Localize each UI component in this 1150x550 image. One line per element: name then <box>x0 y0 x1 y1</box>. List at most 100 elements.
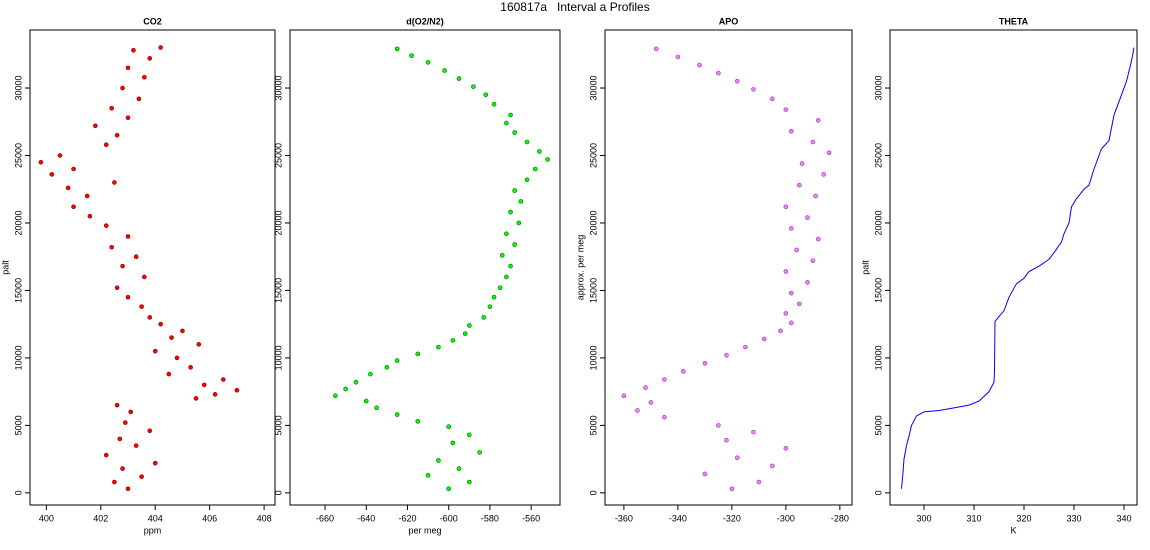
y-axis-label: palt <box>860 260 870 275</box>
x-tick-label: -640 <box>357 513 375 523</box>
point <box>117 436 123 442</box>
point <box>220 377 226 382</box>
panel-title: APO <box>719 16 739 26</box>
point <box>415 419 421 424</box>
point <box>643 385 648 390</box>
point <box>114 285 120 291</box>
point <box>212 392 218 397</box>
x-axis-label: K <box>1010 525 1016 535</box>
point <box>810 139 816 145</box>
point <box>783 311 789 316</box>
point <box>394 358 400 363</box>
y-tick-label: 10000 <box>588 345 598 370</box>
point <box>446 486 452 492</box>
x-tick-label: 310 <box>966 513 981 523</box>
point <box>103 223 109 228</box>
y-tick-label: 10000 <box>273 345 283 370</box>
point <box>499 253 505 258</box>
point <box>743 344 748 350</box>
x-tick-label: 408 <box>257 513 272 523</box>
point <box>508 209 513 215</box>
point <box>450 338 456 343</box>
point <box>724 352 729 358</box>
point <box>456 76 462 81</box>
point <box>770 463 775 469</box>
point <box>788 290 794 296</box>
point <box>794 247 799 253</box>
x-tick-label: 404 <box>148 513 163 523</box>
panel-title: d(O2/N2) <box>406 16 444 26</box>
x-tick-label: -620 <box>398 513 416 523</box>
point <box>394 412 400 417</box>
point <box>751 429 756 435</box>
point <box>125 486 131 492</box>
point <box>169 335 174 340</box>
point <box>57 153 63 158</box>
y-tick-label: 30000 <box>13 76 23 101</box>
point <box>147 56 153 61</box>
plot-frame <box>889 29 1138 506</box>
y-tick-label: 25000 <box>273 143 283 168</box>
point <box>537 149 542 154</box>
plot-frame <box>604 29 853 506</box>
panel-title: CO2 <box>143 16 162 26</box>
point <box>471 84 476 89</box>
point <box>481 315 487 320</box>
point <box>487 304 493 309</box>
point <box>783 204 789 210</box>
point <box>467 479 472 485</box>
point <box>109 244 114 250</box>
point <box>136 96 142 102</box>
x-tick-label: 400 <box>39 513 54 523</box>
point <box>374 405 379 411</box>
point <box>662 377 667 382</box>
point <box>524 177 530 183</box>
point <box>805 280 810 285</box>
point <box>467 432 472 438</box>
point <box>512 188 517 193</box>
y-tick-label: 30000 <box>273 76 283 101</box>
y-tick-label: 30000 <box>588 76 598 101</box>
x-tick-label: -560 <box>522 513 540 523</box>
point <box>456 466 462 471</box>
x-tick-label: 320 <box>1016 513 1031 523</box>
x-axis-label: per meg <box>408 525 441 535</box>
point <box>761 336 767 342</box>
point <box>697 62 702 68</box>
point <box>188 365 193 370</box>
point <box>821 172 826 177</box>
point <box>71 166 76 172</box>
point <box>446 424 452 430</box>
point <box>653 46 659 52</box>
y-axis-label: approx. per meg <box>575 235 585 301</box>
y-tick-label: 15000 <box>13 278 23 303</box>
point <box>201 382 207 388</box>
point <box>518 199 524 204</box>
y-tick-label: 20000 <box>873 210 883 235</box>
point <box>38 159 44 165</box>
point <box>815 118 821 123</box>
point <box>425 60 431 65</box>
point <box>467 323 472 328</box>
point <box>783 269 789 274</box>
x-tick-label: -580 <box>481 513 499 523</box>
point <box>483 92 489 98</box>
point <box>648 400 654 405</box>
point <box>516 220 522 226</box>
point <box>125 294 131 300</box>
point <box>114 402 120 408</box>
point <box>93 123 98 129</box>
point <box>147 428 153 434</box>
point <box>103 452 109 458</box>
point <box>524 139 530 145</box>
point <box>109 105 114 111</box>
y-tick-label: 5000 <box>13 415 23 435</box>
point <box>363 398 369 404</box>
y-tick-label: 25000 <box>588 143 598 168</box>
y-tick-label: 0 <box>13 490 23 495</box>
point <box>84 193 90 199</box>
point <box>788 320 794 326</box>
point <box>436 458 441 463</box>
point <box>702 361 708 366</box>
